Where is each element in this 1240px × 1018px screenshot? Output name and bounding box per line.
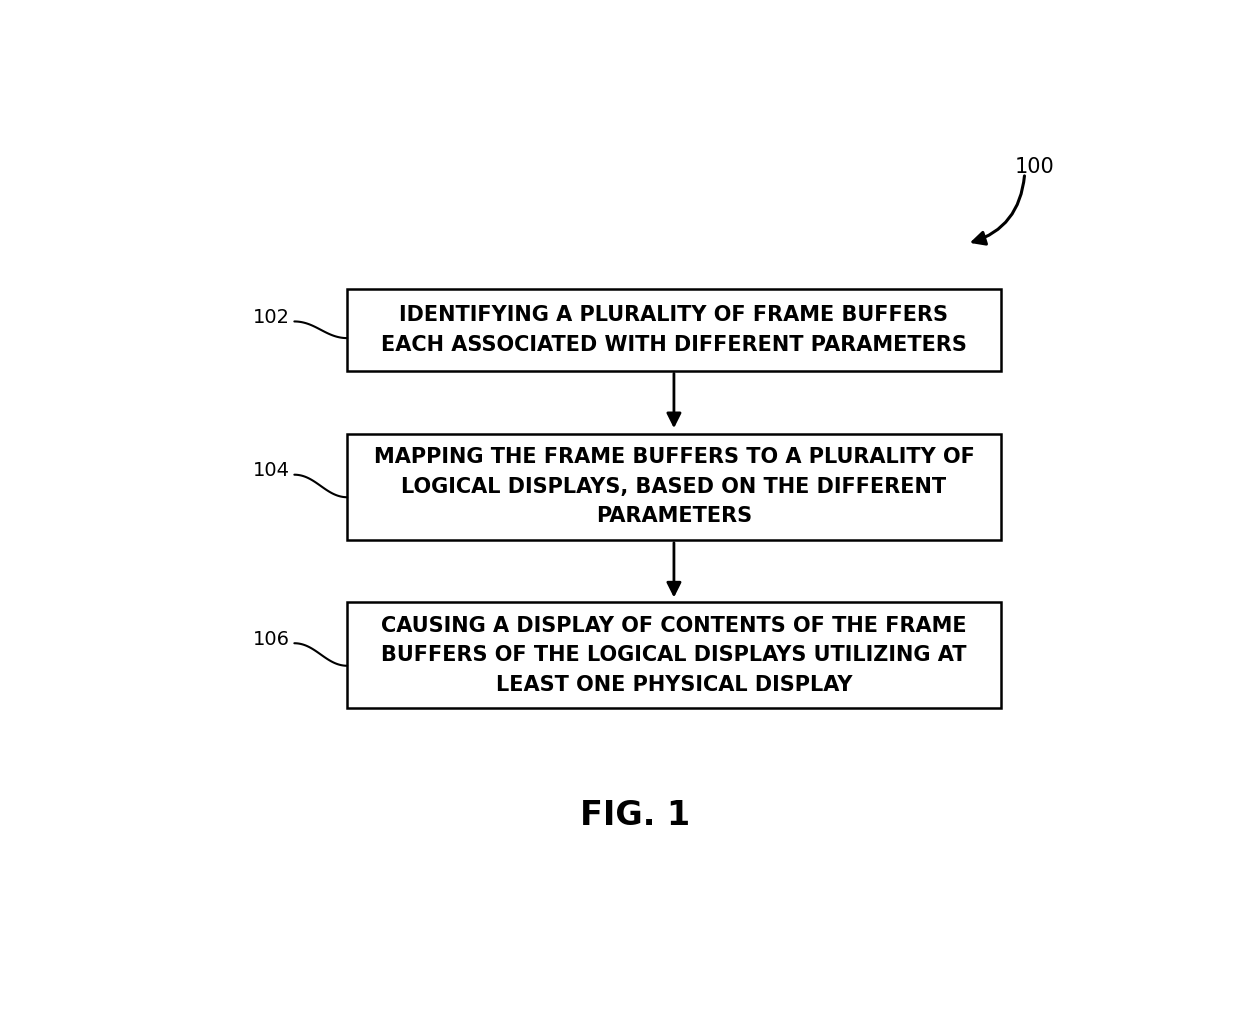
FancyBboxPatch shape xyxy=(347,289,1001,371)
Text: MAPPING THE FRAME BUFFERS TO A PLURALITY OF
LOGICAL DISPLAYS, BASED ON THE DIFFE: MAPPING THE FRAME BUFFERS TO A PLURALITY… xyxy=(373,447,975,526)
Text: 104: 104 xyxy=(253,461,290,480)
FancyBboxPatch shape xyxy=(347,603,1001,709)
Text: CAUSING A DISPLAY OF CONTENTS OF THE FRAME
BUFFERS OF THE LOGICAL DISPLAYS UTILI: CAUSING A DISPLAY OF CONTENTS OF THE FRA… xyxy=(381,616,967,694)
FancyBboxPatch shape xyxy=(347,434,1001,540)
Text: IDENTIFYING A PLURALITY OF FRAME BUFFERS
EACH ASSOCIATED WITH DIFFERENT PARAMETE: IDENTIFYING A PLURALITY OF FRAME BUFFERS… xyxy=(381,305,967,354)
Text: 100: 100 xyxy=(1016,158,1055,177)
Text: FIG. 1: FIG. 1 xyxy=(580,799,691,833)
Text: 102: 102 xyxy=(253,308,290,327)
Text: 106: 106 xyxy=(253,630,290,648)
